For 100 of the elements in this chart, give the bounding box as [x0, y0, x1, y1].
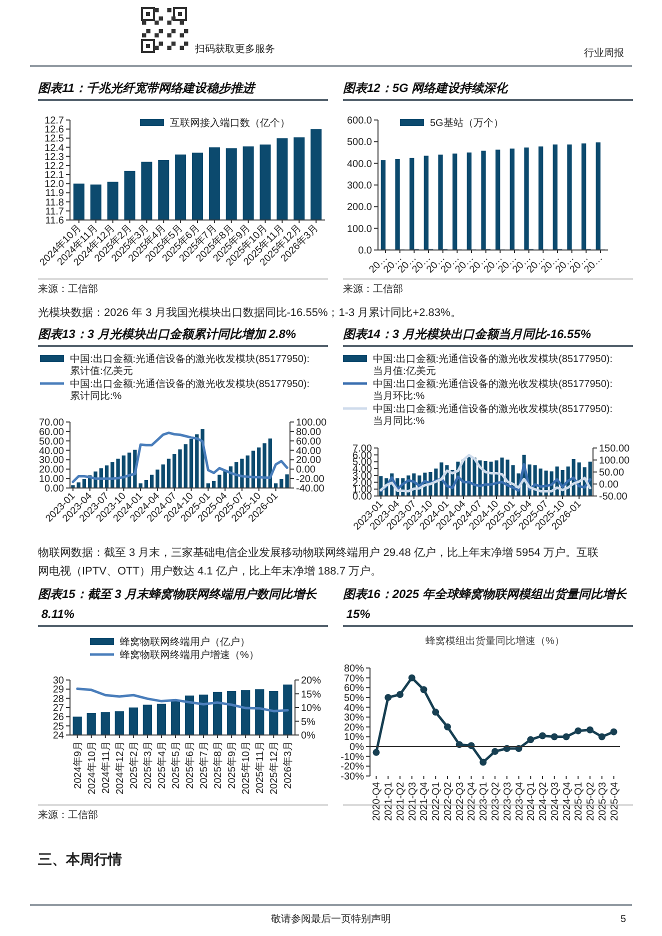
- y-tick-label: 70.00: [38, 418, 64, 428]
- y-tick-label: 12.2: [44, 160, 64, 172]
- chart-title: 图表12：5G 网络建设持续深化: [343, 81, 510, 95]
- y-tick-label: 50%: [344, 692, 364, 704]
- y-tick-label: 12.3: [44, 152, 64, 163]
- x-tick-label: 2023-Q3: [502, 782, 514, 821]
- y-tick-label: 11.8: [45, 197, 64, 208]
- x-tick-label: 2024年11月: [100, 741, 112, 794]
- y-tick-label: 400.0: [346, 158, 372, 170]
- x-tick-label: 2021-Q3: [407, 782, 418, 821]
- y-tick-label: 11.7: [45, 206, 64, 218]
- x-tick-label: 2024-Q4: [562, 782, 573, 821]
- legend-label: 中国:出口金额:光通信设备的激光收发模块(85177950):累计值:亿美元: [70, 353, 310, 377]
- y-tick-label: 50.00: [38, 436, 64, 448]
- y2-tick-label: -20.00: [296, 474, 325, 486]
- text: 行业周报: [584, 47, 624, 59]
- y2-tick-label: 10%: [301, 703, 322, 714]
- y-tick-label: 200.0: [346, 202, 372, 214]
- y-tick-label: 12.6: [44, 124, 64, 136]
- y-tick-label: 11.6: [45, 216, 64, 226]
- y2-tick-label: 20.00: [296, 455, 322, 466]
- x-tick-label: 2021-Q4: [419, 782, 430, 821]
- text: 物联网数据：截至 3 月末，三家基础电信企业发展移动物联网终端用户 29.48 亿户，比上年末净增 5954 万户。互联网电视（IPTV、OTT）用户数达 4.1 亿户，比上年末净增 188.7 万户。: [38, 546, 598, 578]
- x-tick-label: 2024-Q3: [550, 782, 561, 821]
- y-tick-label: 600.0: [346, 116, 372, 126]
- y2-tick-label: 100.00: [296, 418, 328, 428]
- y2-tick-label: 40.00: [296, 446, 322, 457]
- y-tick-label: -30%: [340, 772, 364, 782]
- x-tick-label: 2025年9月: [226, 741, 238, 789]
- legend-label: 蜂窝物联网终端用户增速（%）: [120, 649, 259, 661]
- source-note: 来源：工信部: [343, 283, 403, 295]
- y-tick-label: 10%: [344, 732, 364, 744]
- y-tick-label: 30.00: [38, 455, 64, 466]
- y2-tick-label: 80.00: [296, 426, 322, 438]
- y2-tick-label: 60.00: [296, 436, 322, 448]
- text: 三、本周行情: [38, 851, 122, 867]
- y-tick-label: 0%: [350, 742, 364, 754]
- y-tick-label: 0.00: [44, 484, 64, 494]
- source-note: 来源：工信部: [38, 809, 98, 821]
- y-tick-label: 12.4: [44, 142, 64, 154]
- y-tick-label: 300.0: [346, 180, 372, 192]
- y-tick-label: 12.1: [44, 170, 64, 182]
- x-tick-label: 2025年6月: [184, 741, 196, 789]
- y2-tick-label: 15%: [301, 689, 322, 700]
- y2-tick-label: 0.00: [296, 464, 316, 476]
- y-tick-label: 29: [52, 684, 64, 696]
- y-tick-label: 60.00: [38, 426, 64, 438]
- y2-tick-label: 0.00: [599, 480, 619, 490]
- x-tick-label: 2024-Q2: [538, 782, 550, 821]
- x-tick-label: 2025-Q3: [597, 782, 608, 821]
- x-tick-label: 2025年7月: [198, 741, 210, 789]
- text: 敬请参阅最后一页特别声明: [271, 913, 391, 925]
- y-tick-label: 80%: [344, 664, 364, 674]
- x-tick-label: 2021-Q1: [384, 782, 395, 821]
- y-tick-label: 100.0: [346, 224, 372, 235]
- legend-label: 蜂窝物联网终端用户（亿户）: [120, 636, 250, 648]
- y-tick-label: 20%: [344, 722, 364, 734]
- x-tick-label: 2025年4月: [156, 741, 168, 789]
- x-tick-label: 2025年11月: [254, 741, 266, 794]
- x-tick-label: 2025年10月: [240, 741, 252, 794]
- chart-title: 图表13：3 月光模块出口金额累计同比增加 2.8%: [38, 327, 296, 341]
- source-note: 来源：工信部: [38, 283, 98, 295]
- text: 5: [620, 914, 626, 925]
- y-tick-label: 40%: [344, 702, 364, 714]
- legend-label: 互联网接入端口数（亿个）: [170, 117, 290, 129]
- y-tick-label: 500.0: [346, 137, 372, 148]
- x-tick-label: 2022-Q3: [454, 782, 466, 821]
- x-tick-label: 2025年8月: [212, 741, 224, 789]
- legend-label: 中国:出口金额:光通信设备的激光收发模块(85177950):累计同比:%: [70, 378, 310, 402]
- chart-title: 图表11：千兆光纤宽带网络建设稳步推进: [38, 81, 256, 95]
- y-tick-label: 11.9: [45, 188, 64, 200]
- x-tick-label: 2025年12月: [268, 741, 280, 794]
- x-tick-label: 2023-Q2: [490, 782, 502, 821]
- y-tick-label: 30%: [344, 712, 364, 724]
- chart-title: 图表14：3 月光模块出口金额当月同比-16.55%: [343, 327, 592, 341]
- y-tick-label: 60%: [344, 683, 364, 694]
- y-tick-label: -10%: [340, 752, 364, 763]
- y-tick-label: 40.00: [38, 446, 64, 457]
- y-tick-label: 12.7: [44, 116, 64, 126]
- y-tick-label: 28: [52, 694, 64, 705]
- x-tick-label: 2023-Q1: [478, 782, 490, 821]
- y2-tick-label: 100.00: [599, 456, 630, 466]
- y2-tick-label: 5%: [301, 716, 316, 728]
- y2-tick-label: 0%: [301, 730, 316, 742]
- x-tick-label: 2025-Q1: [574, 782, 585, 821]
- y-tick-label: 12.5: [44, 134, 64, 145]
- y-tick-label: 20.00: [38, 464, 64, 476]
- y-tick-label: 0.0: [358, 246, 372, 256]
- chart-title: 图表16：2025 年全球蜂窝物联网模组出货量同比增长 15%: [343, 587, 628, 621]
- legend-label: 中国:出口金额:光通信设备的激光收发模块(85177950):当月同比:%: [373, 403, 612, 427]
- text: 扫码获取更多服务: [194, 43, 275, 55]
- y-tick-label: 10.00: [38, 474, 64, 486]
- x-tick-label: 2023-Q4: [514, 782, 526, 821]
- x-tick-label: 2020-Q4: [372, 782, 383, 821]
- x-tick-label: 2025年5月: [170, 741, 182, 789]
- y-tick-label: 26: [52, 712, 64, 724]
- x-tick-label: 2022-Q4: [466, 782, 478, 821]
- y-tick-label: 24: [52, 730, 64, 742]
- legend-label: 中国:出口金额:光通信设备的激光收发模块(85177950):当月环比:%: [373, 378, 612, 402]
- x-tick-label: 2024年10月: [86, 741, 98, 794]
